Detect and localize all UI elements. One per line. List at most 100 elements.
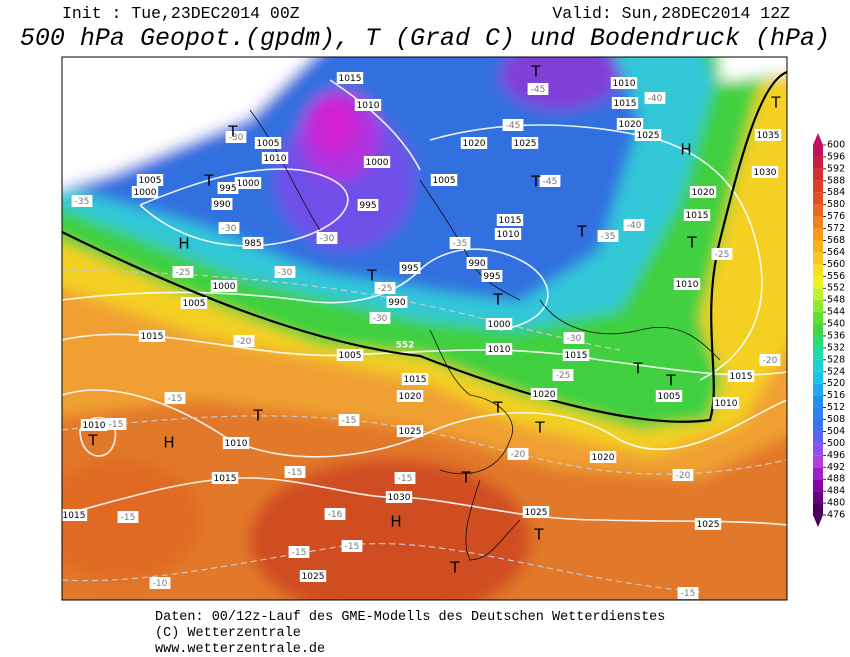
isobar-label-box [217,182,239,194]
isobar-label-box [336,349,364,361]
colorbar-label: 512 [827,402,845,413]
isobar-label-box [234,177,262,189]
isobar-label-box [354,99,382,111]
pressure-center: T [576,223,587,241]
isobar-label: 1025 [697,520,720,530]
colorbar-label: 540 [827,319,845,330]
colorbar-band [813,240,823,253]
isobar-label-box [589,451,617,463]
temperature-label: -35 [453,239,468,249]
colorbar-label: 552 [827,283,845,294]
temperature-label: -16 [328,510,343,520]
isobar-label: 1015 [141,332,164,342]
pressure-center: H [163,434,174,452]
colorbar-label: 556 [827,271,845,282]
pressure-center: T [530,63,541,81]
pressure-center: T [252,407,263,425]
temperature-label: -20 [511,450,526,460]
temperature-label-box [105,418,127,430]
temperature-label: -15 [121,513,136,523]
isobar-label-box [396,425,424,437]
isobar-label: 1010 [488,345,511,355]
isobar-label-box [616,118,644,130]
temperature-label-box [233,335,255,347]
temperature-label: -45 [543,177,558,187]
temperature-label: -30 [320,234,335,244]
isobar-label: 1025 [525,508,548,518]
isobar-label: 1020 [463,139,486,149]
isobar-label-box [396,390,424,402]
temperature-label-box [274,266,296,278]
temperature-label: -30 [278,268,293,278]
isobar-label-box [62,509,88,521]
colorbar-label: 492 [827,462,845,473]
isobar-label: 995 [359,201,376,211]
temperature-label-box [369,312,391,324]
colorbar-band [813,479,823,492]
colorbar-label: 596 [827,151,845,162]
pressure-center: T [533,526,544,544]
temperature-label: -15 [109,420,124,430]
temperature-label-box [149,577,171,589]
temperature-label-box [288,546,310,558]
temperature-label: -15 [292,548,307,558]
pressure-center: T [492,399,503,417]
isobar-label: 1025 [637,131,660,141]
temperature-label-box [374,282,396,294]
pressure-center: T [203,172,214,190]
colorbar-label: 496 [827,450,845,461]
isobar-label-box [481,270,503,282]
isobar-label-box [363,156,391,168]
contour-552-line [62,70,787,423]
isobar-label-box [210,280,238,292]
colorbar-label: 504 [827,426,845,437]
colorbar-band [813,204,823,217]
temperature-label-box [502,119,524,131]
isobar-label: 1010 [225,439,248,449]
colorbar-band [813,312,823,325]
temperature-label-box [341,540,363,552]
colorbar-label: 560 [827,259,845,270]
colorbar: 4764804844884924965005045085125165205245… [813,133,845,527]
colorbar-band [813,491,823,504]
isobar-label-box [751,166,779,178]
colorbar-label: 588 [827,175,845,186]
isobar-label: 1005 [658,392,681,402]
isobar-label: 1010 [676,280,699,290]
isobar-label-box [511,137,539,149]
colorbar-band [813,419,823,432]
temperature-label-box [552,369,574,381]
isobar-label: 1010 [264,154,287,164]
map-title: 500 hPa Geopot.(gpdm), T (Grad C) und Bo… [20,24,830,53]
temperature-label-box [225,131,247,143]
isobar-label: 1015 [565,351,588,361]
isobar-label-box [261,152,289,164]
temperature-label: -15 [288,468,303,478]
isobar-label-box [610,77,638,89]
isobar-label-box [496,214,524,226]
isobar-label-box [530,388,558,400]
isobar-label-box [754,129,782,141]
temperature-label: -25 [715,250,730,260]
pressure-center: H [178,235,189,253]
isobar-label-box [385,491,413,503]
isobar-label-box [242,237,264,249]
temperature-label-box [644,92,666,104]
isobar-label-box [494,228,522,240]
temperature-label: -15 [342,416,357,426]
isobar-label-box [634,129,662,141]
isobar-label-box [386,296,408,308]
temperature-label: -30 [229,133,244,143]
pressure-center: T [770,94,781,112]
isobar-label: 1000 [488,320,511,330]
pressure-center: T [366,267,377,285]
colorbar-band [813,467,823,480]
temperature-label-box [677,587,699,599]
map-frame [61,56,788,601]
colorbar-label: 536 [827,330,845,341]
pressure-center: T [530,173,541,191]
isobar-label-box [131,186,159,198]
colorbar-band [813,228,823,241]
isobar-label: 1000 [237,179,260,189]
isobar-label-box [299,570,327,582]
